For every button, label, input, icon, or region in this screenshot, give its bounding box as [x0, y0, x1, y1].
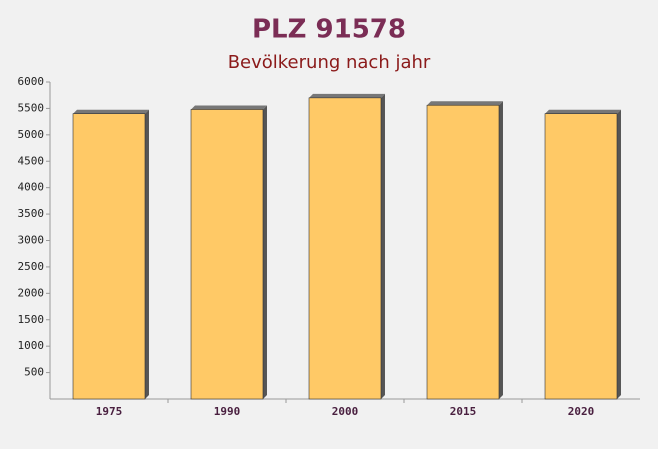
x-tick-label: 2015 — [450, 405, 477, 418]
x-tick-label: 1975 — [96, 405, 123, 418]
bar-shadow — [545, 109, 621, 114]
y-tick-label: 5500 — [18, 101, 45, 114]
bar-shadow — [309, 93, 385, 98]
bar-shadow — [144, 109, 149, 399]
chart-title: PLZ 91578 — [252, 15, 406, 45]
bar-shadow — [380, 93, 385, 399]
bar-shadow — [427, 101, 503, 106]
x-tick-label: 2020 — [568, 405, 595, 418]
y-tick-label: 6000 — [18, 75, 45, 88]
y-tick-label: 3500 — [18, 207, 45, 220]
chart-subtitle: Bevölkerung nach jahr — [228, 52, 431, 73]
y-tick-label: 1500 — [18, 313, 45, 326]
y-tick-label: 2500 — [18, 260, 45, 273]
bar — [190, 109, 264, 400]
bar-shadow — [73, 109, 149, 114]
y-tick-label: 5000 — [18, 128, 45, 141]
bar — [426, 104, 500, 400]
y-tick-label: 2000 — [18, 286, 45, 299]
x-tick-label: 1990 — [214, 405, 241, 418]
y-tick-label: 500 — [24, 366, 44, 379]
y-tick-label: 4500 — [18, 154, 45, 167]
bar-shadow — [616, 109, 621, 399]
y-tick-label: 3000 — [18, 234, 45, 247]
bar — [72, 113, 146, 400]
y-tick-label: 4000 — [18, 181, 45, 194]
bar — [544, 113, 618, 400]
x-tick-label: 2000 — [332, 405, 359, 418]
bar — [308, 97, 382, 400]
bar-shadow — [498, 101, 503, 399]
bar-shadow — [262, 105, 267, 400]
bar-shadow — [191, 105, 267, 110]
y-tick-label: 1000 — [18, 339, 45, 352]
